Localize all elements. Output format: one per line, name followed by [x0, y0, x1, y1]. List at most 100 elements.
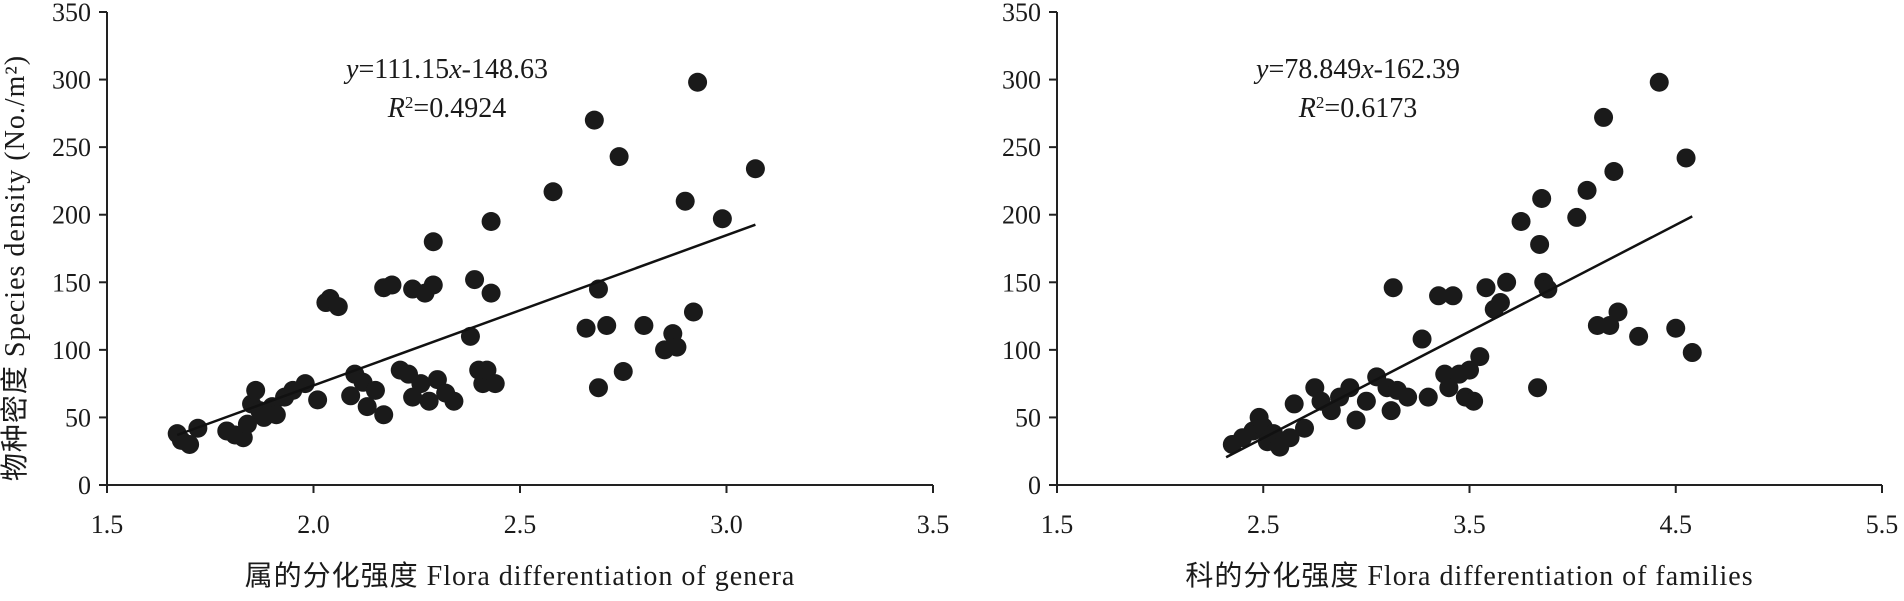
x-tick-label: 2.0	[297, 510, 330, 539]
data-point	[419, 391, 439, 411]
data-point	[1284, 394, 1304, 414]
data-point	[1381, 401, 1401, 421]
data-point	[1530, 234, 1550, 254]
data-point	[357, 397, 377, 417]
regression-equation: y=78.849x-162.39	[1253, 54, 1460, 85]
data-point	[1464, 391, 1484, 411]
data-point	[1511, 211, 1531, 231]
data-point	[1666, 318, 1686, 338]
data-point	[745, 159, 765, 179]
data-point	[460, 326, 480, 346]
data-point	[613, 361, 633, 381]
data-point	[584, 110, 604, 130]
data-point	[634, 316, 654, 336]
data-point	[237, 414, 257, 434]
y-tick-label: 150	[1002, 268, 1041, 297]
y-tick-label: 0	[1028, 471, 1041, 500]
data-point	[444, 391, 464, 411]
data-point	[295, 374, 315, 394]
data-point	[423, 275, 443, 295]
x-axis-label: 属的分化强度 Flora differentiation of genera	[245, 560, 796, 592]
data-point	[1346, 410, 1366, 430]
data-point	[543, 182, 563, 202]
data-point	[688, 72, 708, 92]
y-tick-label: 50	[65, 403, 91, 432]
y-tick-label: 100	[1002, 336, 1041, 365]
data-point	[1594, 107, 1614, 127]
data-point	[1443, 286, 1463, 306]
data-point	[341, 386, 361, 406]
chart-families: 0 50 100 150 200 250 300 350 1.5 2.5 3.5 4.5 5.5 科的分化…	[1002, 0, 1898, 592]
trendline	[1225, 215, 1693, 459]
data-point	[1295, 418, 1314, 438]
data-point	[1398, 387, 1418, 407]
data-point	[588, 378, 608, 398]
y-tick-label: 0	[78, 471, 91, 500]
data-point	[1528, 378, 1548, 398]
data-point	[1356, 391, 1376, 411]
x-tick-label: 3.5	[917, 510, 950, 539]
y-tick-label: 200	[52, 201, 91, 230]
x-axis-label: 科的分化强度 Flora differentiation of families	[1185, 560, 1753, 592]
data-point	[266, 405, 286, 425]
y-axis-label: 物种密度 Species density (No./m²)	[0, 55, 31, 481]
data-point	[597, 316, 617, 336]
data-point	[1460, 360, 1479, 380]
y-tick-label: 300	[52, 66, 91, 95]
data-point	[675, 191, 695, 211]
data-point	[1676, 148, 1696, 168]
data-point	[1649, 72, 1669, 92]
y-tick-label: 100	[52, 336, 91, 365]
data-point	[308, 390, 328, 410]
data-point	[1608, 302, 1628, 322]
data-point	[1470, 347, 1490, 367]
r-squared: R2=0.4924	[387, 93, 506, 125]
data-point	[1476, 278, 1496, 298]
x-tick-label: 3.5	[1453, 510, 1486, 539]
data-point	[481, 211, 501, 231]
y-tick-label: 200	[1002, 201, 1041, 230]
data-point	[365, 380, 385, 400]
data-point	[423, 232, 443, 252]
data-point	[1383, 278, 1403, 298]
data-point	[609, 147, 629, 167]
regression-equation: y=111.15x-148.63	[343, 54, 548, 85]
data-point	[328, 297, 348, 317]
data-point	[1604, 161, 1624, 181]
data-point	[485, 374, 505, 394]
data-point	[246, 380, 266, 400]
data-point	[465, 270, 485, 290]
data-point	[1532, 188, 1552, 208]
x-tick-label: 2.5	[1247, 510, 1280, 539]
y-tick-label: 150	[52, 268, 91, 297]
y-tick-label: 300	[1002, 66, 1041, 95]
x-tick-label: 4.5	[1660, 510, 1693, 539]
r-squared: R2=0.6173	[1298, 93, 1417, 125]
y-tick-label: 250	[1002, 133, 1041, 162]
data-point	[1418, 387, 1438, 407]
trendline	[176, 223, 756, 437]
y-tick-label: 250	[52, 133, 91, 162]
data-point	[1412, 329, 1432, 349]
data-point	[1439, 378, 1459, 398]
data-point	[712, 209, 732, 229]
data-point	[1577, 180, 1597, 200]
y-tick-label: 350	[52, 0, 91, 27]
data-point	[1340, 378, 1360, 398]
data-point	[1429, 286, 1449, 306]
data-point	[683, 302, 703, 322]
data-point	[1682, 343, 1702, 363]
data-point	[411, 374, 431, 394]
x-tick-label: 5.5	[1866, 510, 1899, 539]
y-tick-label: 50	[1015, 403, 1041, 432]
data-point	[1567, 207, 1587, 227]
data-point	[374, 405, 394, 425]
data-point	[1497, 272, 1517, 292]
chart-genera: 0 50 100 150 200 250 300 350 1.5 2.0 2.5 3.0 3.5 属的分化…	[52, 0, 949, 592]
data-point	[667, 337, 687, 357]
y-tick-label: 350	[1002, 0, 1041, 27]
x-tick-label: 3.0	[710, 510, 743, 539]
x-tick-label: 1.5	[1041, 510, 1074, 539]
data-point	[1490, 293, 1510, 313]
